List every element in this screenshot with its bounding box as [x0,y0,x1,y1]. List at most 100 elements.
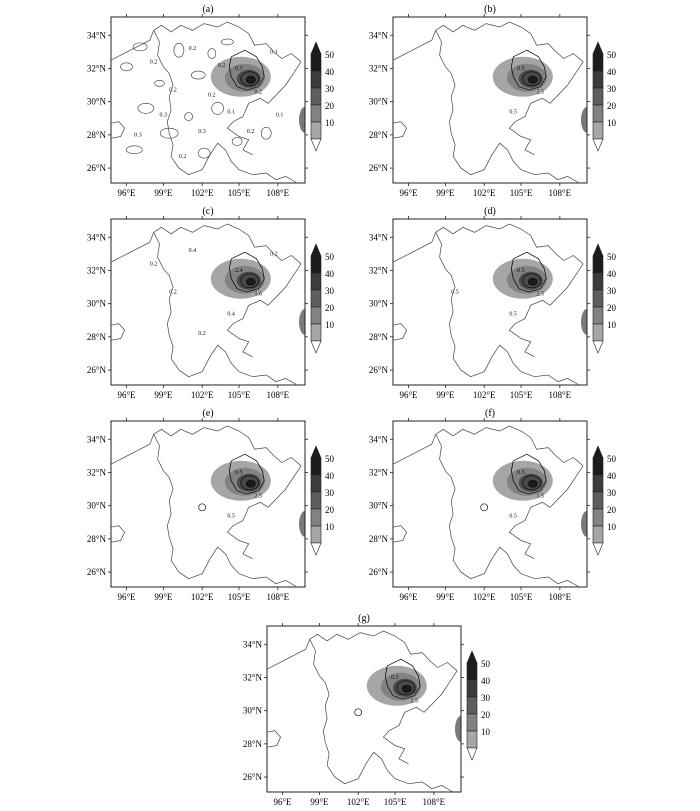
map-panel: (g) 0.5 2.5 96°E 99°E 102°E 105°E 108°E 34°N 32°N… [243,613,491,807]
colorbar-tick-label: 40 [607,471,617,481]
map-frame [110,218,306,386]
colorbar-segment [592,474,604,493]
contour-line [191,70,206,80]
contour-line [221,38,234,46]
colorbar-tick-label: 40 [325,67,335,77]
boundary-line [110,525,126,543]
boundary-line [435,434,580,588]
colorbar-tick-label: 40 [325,471,335,481]
lon-tick-label: 108°E [423,797,446,807]
contour-label: 1.5 [537,493,545,499]
lat-tick-label: 30°N [243,706,263,716]
colorbar-tick-label: 10 [325,118,335,128]
colorbar-cap-bottom [592,340,604,354]
lon-tick-label: 96°E [399,188,418,198]
lat-tick-label: 30°N [87,299,107,309]
colorbar-segment [310,70,322,89]
colorbar-tick-label: 10 [325,522,335,532]
lon-tick-label: 99°E [310,797,329,807]
boundary-line [508,263,584,358]
contour-label: 0.5 [235,470,243,476]
colorbar-tick-label: 50 [481,659,491,669]
contour-label: 2.5 [411,698,419,704]
map-frame-edge [392,420,588,588]
contour-line [228,453,265,495]
lon-tick-label: 108°E [267,188,290,198]
boundary-line [382,670,458,765]
lon-tick-label: 99°E [154,390,173,400]
map-frame [266,625,462,793]
shading-level [527,277,538,286]
mask [305,219,313,385]
lat-tick-label: 28°N [369,534,389,544]
lat-tick-label: 34°N [243,639,263,649]
map-panel: (e) 0.5 2.5 0.5 96°E 99°E 102°E 105°E 108°E 34°N 3… [87,408,335,602]
contour-label: 0.5 [509,109,517,115]
lon-tick-label: 96°E [117,188,136,198]
lat-tick-label: 26°N [87,567,107,577]
boundary-line [110,30,155,61]
lon-tick-label: 96°E [117,390,136,400]
contour-line [510,251,547,293]
contour-label: 0.5 [517,470,525,476]
panel-label: (e) [202,408,213,419]
boundary-line [392,323,408,341]
contour-line [137,103,155,114]
lat-tick-label: 30°N [369,299,389,309]
shading-level [527,75,538,84]
lon-tick-label: 105°E [228,188,251,198]
map-frame-edge [110,420,306,588]
lat-tick-label: 34°N [369,232,389,242]
colorbar-segment [592,272,604,291]
contour-line [528,76,538,84]
lon-tick-label: 108°E [549,188,572,198]
lat-tick-label: 32°N [87,265,107,275]
lon-tick-label: 102°E [473,592,496,602]
lat-tick-label: 26°N [369,365,389,375]
contour-line [125,145,143,155]
contour-label: 0.2 [198,331,206,337]
map-panel: (c) 2.4 1.6 0.4 0.2 0.2 0.2 0.2 0.4 96°E 99°E 102°E… [87,206,335,400]
lat-tick-label: 30°N [369,97,389,107]
contour-line [522,273,542,289]
contour-line [173,42,185,58]
contour-label: 0.2 [255,89,263,95]
colorbar-segment [592,306,604,325]
mask [587,219,595,385]
contour-line [207,48,217,59]
boundary-line [435,21,584,63]
lat-tick-label: 32°N [369,63,389,73]
contour-label: 0.5 [517,268,525,274]
contour-label: 0.1 [270,50,278,56]
contour-line [246,76,256,84]
lat-tick-label: 32°N [87,63,107,73]
contour-line [240,71,260,87]
contour-label: 0.2 [218,63,226,69]
lat-tick-label: 26°N [243,772,263,782]
contour-label: 2.5 [537,89,545,95]
colorbar-segment [592,104,604,123]
colorbar-segment [592,53,604,72]
lon-tick-label: 102°E [191,390,214,400]
colorbar-segment [592,508,604,527]
boundary-line [226,465,302,560]
colorbar-segment [592,70,604,89]
lat-tick-label: 28°N [243,739,263,749]
colorbar-tick-label: 10 [481,727,491,737]
colorbar-segment [466,713,478,732]
contour-label: 0.1 [276,113,284,119]
panel-label: (d) [484,206,496,217]
contour-label: 2.4 [235,268,243,274]
lat-tick-label: 26°N [369,163,389,173]
boundary-line [153,434,298,588]
colorbar-segment [592,255,604,274]
contour-label: 0.2 [169,290,177,296]
colorbar-cap-bottom [466,747,478,761]
contour-line [240,273,260,289]
colorbar-tick-label: 30 [325,488,335,498]
map-frame [392,16,588,184]
lon-tick-label: 105°E [384,797,407,807]
colorbar-segment [466,730,478,749]
colorbar-segment [592,491,604,510]
panel-label: (f) [485,408,495,419]
